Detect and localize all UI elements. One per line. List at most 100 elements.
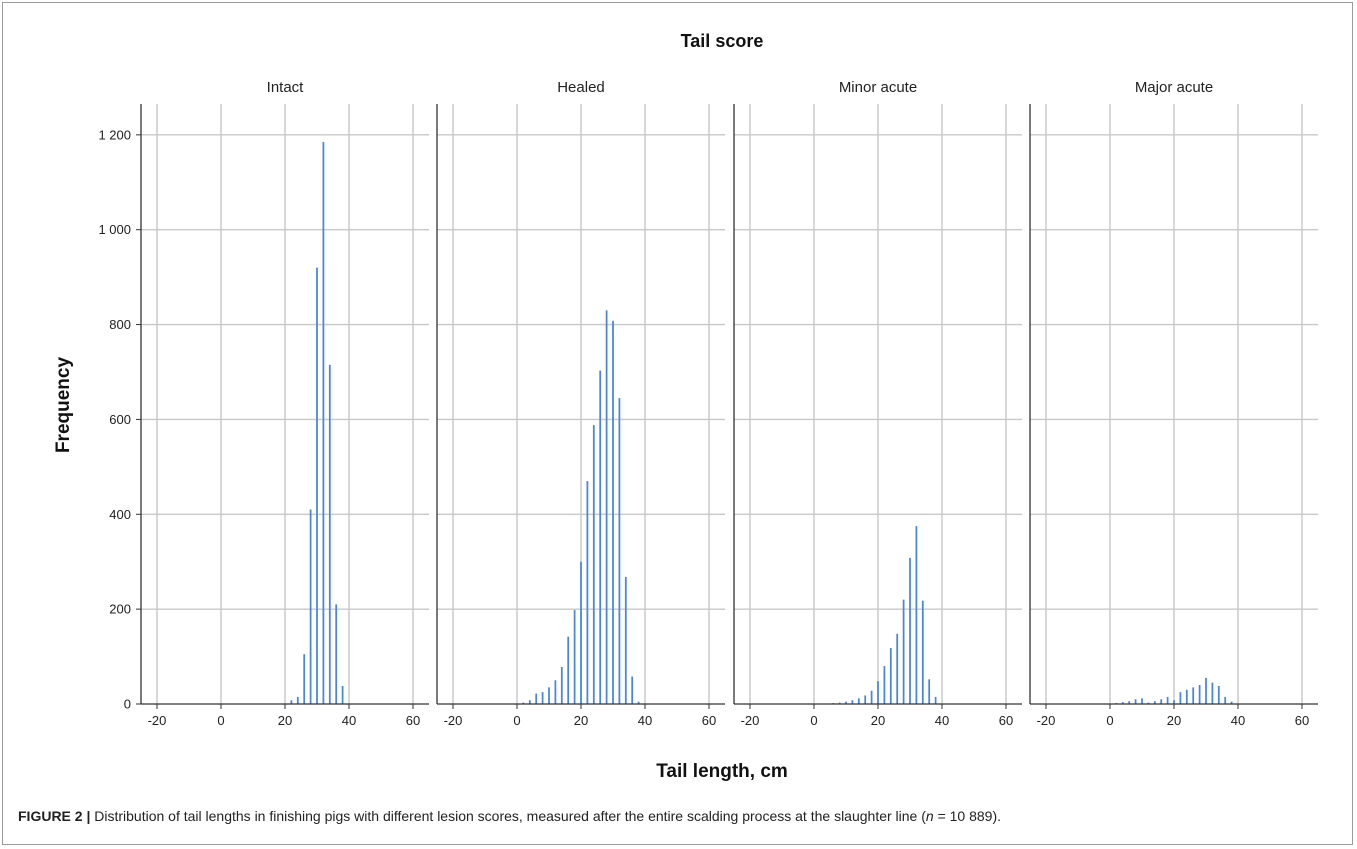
x-tick-label: -20 — [741, 713, 760, 728]
x-tick-label: 0 — [513, 713, 520, 728]
caption-n-symbol: n — [925, 808, 934, 824]
histogram-bar — [548, 687, 550, 704]
x-tick-label: 20 — [278, 713, 292, 728]
histogram-bar — [928, 679, 931, 704]
histogram-bar — [1192, 687, 1195, 704]
histogram-bar — [1211, 682, 1214, 704]
histogram-bar — [328, 364, 331, 704]
histogram-bar — [1205, 677, 1207, 704]
x-tick-label: 0 — [217, 713, 224, 728]
histogram-bar — [896, 633, 899, 704]
x-tick-label: 60 — [1295, 713, 1309, 728]
histogram-bar — [618, 398, 621, 704]
x-tick-label: 20 — [871, 713, 885, 728]
x-tick-label: -20 — [148, 713, 167, 728]
x-axis-label: Tail length, cm — [656, 761, 788, 782]
histogram-bar — [560, 667, 563, 704]
histogram-bar — [580, 561, 582, 704]
histogram-bar — [296, 696, 299, 704]
x-tick-label: 20 — [1167, 713, 1181, 728]
x-tick-label: 60 — [999, 713, 1013, 728]
panel-major-acute: -20 0 20 40 60 Major acute — [1029, 79, 1318, 728]
figure-caption: FIGURE 2 | Distribution of tail lengths … — [18, 808, 1348, 824]
histogram-bar — [1121, 702, 1124, 704]
histogram-bar — [290, 700, 293, 704]
histogram-bar — [857, 698, 860, 704]
histogram-bar — [1198, 685, 1201, 704]
panel-intact: -20 0 20 40 60 Intact 0 200 400 600 800 1 000 1 200 — [98, 79, 429, 728]
y-tick-label: 400 — [109, 507, 131, 522]
histogram-bar — [1147, 702, 1150, 704]
histogram-bar — [612, 320, 614, 704]
histogram-bar — [316, 267, 318, 704]
x-tick-label: 40 — [342, 713, 356, 728]
histogram-bar — [1141, 698, 1143, 704]
histogram-chart: Tail score Tail length, cm Frequency -20… — [53, 31, 1318, 782]
histogram-bar — [921, 600, 924, 704]
chart-title: Tail score — [681, 31, 764, 51]
histogram-bar — [322, 141, 325, 705]
y-tick-label: 1 200 — [98, 127, 131, 142]
histogram-bar — [1179, 692, 1182, 704]
y-tick-label: 1 000 — [98, 222, 131, 237]
histogram-bar — [1217, 685, 1220, 704]
histogram-bar — [864, 695, 867, 704]
histogram-bar — [1153, 701, 1156, 704]
histogram-bar — [883, 666, 886, 704]
panel-title: Intact — [267, 79, 305, 96]
histogram-bar — [541, 692, 544, 704]
caption-label: FIGURE 2 | — [18, 808, 91, 824]
x-tick-label: 40 — [638, 713, 652, 728]
histogram-bar — [1128, 701, 1131, 704]
histogram-bar — [845, 701, 847, 704]
x-tick-label: 40 — [935, 713, 949, 728]
histogram-bar — [1134, 699, 1137, 704]
x-tick-label: 40 — [1231, 713, 1245, 728]
histogram-bar — [554, 680, 557, 704]
histogram-bar — [303, 654, 306, 704]
histogram-bar — [870, 690, 873, 704]
y-axis-label: Frequency — [53, 357, 74, 454]
x-tick-label: 60 — [406, 713, 420, 728]
histogram-bar — [1230, 701, 1233, 704]
histogram-bar — [341, 685, 344, 704]
x-tick-label: 0 — [810, 713, 817, 728]
histogram-bar — [624, 576, 627, 704]
caption-text-end: = 10 889). — [933, 808, 1002, 824]
panel-minor-acute: -20 0 20 40 60 Minor acute — [733, 79, 1022, 728]
histogram-bar — [1166, 696, 1169, 704]
panel-title: Minor acute — [839, 79, 917, 96]
histogram-bar — [586, 481, 589, 704]
histogram-bar — [309, 509, 312, 704]
histogram-bar — [915, 526, 918, 704]
histogram-bar — [592, 425, 595, 704]
x-tick-label: 60 — [702, 713, 716, 728]
panel-title: Healed — [557, 79, 605, 96]
x-tick-label: 20 — [574, 713, 588, 728]
histogram-bar — [1160, 699, 1163, 704]
histogram-bar — [1173, 700, 1175, 704]
histogram-bar — [838, 702, 841, 704]
histogram-bar — [851, 700, 854, 704]
x-tick-label: -20 — [444, 713, 463, 728]
histogram-bar — [902, 599, 905, 704]
histogram-bar — [889, 648, 892, 704]
histogram-bar — [1185, 689, 1188, 704]
histogram-bar — [934, 696, 937, 704]
histogram-bar — [599, 370, 602, 704]
histogram-bar — [909, 557, 911, 704]
histogram-bar — [637, 701, 640, 704]
histogram-bar — [528, 700, 531, 704]
histogram-bar — [877, 681, 879, 704]
histogram-bar — [567, 636, 570, 704]
x-tick-label: 0 — [1106, 713, 1113, 728]
histogram-bar — [535, 693, 538, 704]
y-tick-label: 600 — [109, 412, 131, 427]
y-tick-label: 800 — [109, 317, 131, 332]
panel-title: Major acute — [1135, 79, 1213, 96]
histogram-bar — [335, 604, 338, 704]
histogram-bar — [631, 676, 634, 704]
panel-healed: -20 0 20 40 60 Healed — [436, 79, 725, 728]
